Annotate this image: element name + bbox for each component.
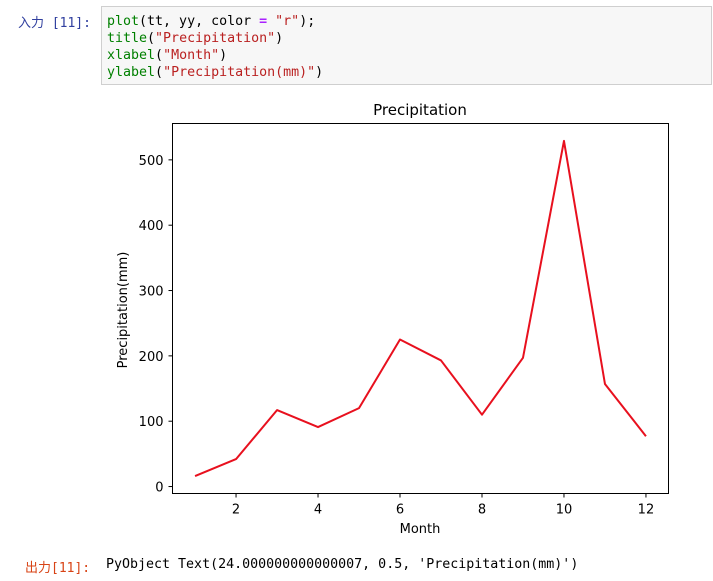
- output-area: Precipitation 2 4 6 8 10 12 0 100 200 300 400 500 …: [0, 95, 713, 537]
- chart-title: Precipitation: [373, 101, 467, 119]
- y-tick-label: 400: [139, 219, 164, 234]
- series-group: [194, 139, 647, 478]
- x-tick-label: 10: [556, 503, 573, 518]
- output-prompt: 出力[11]:: [25, 561, 91, 576]
- x-axis-label: Month: [400, 522, 441, 535]
- x-tick-label: 4: [314, 503, 322, 518]
- y-tick-label: 0: [155, 481, 163, 496]
- output-text: PyObject Text(24.000000000000007, 0.5, '…: [106, 557, 579, 572]
- x-tick-label: 12: [638, 503, 655, 518]
- y-tick-label: 300: [139, 285, 164, 300]
- x-tick-label: 6: [396, 503, 404, 518]
- code-cell-input[interactable]: plot(tt, yy, color = "r"); title("Precipi…: [101, 6, 712, 85]
- y-tick-label: 200: [139, 350, 164, 365]
- x-tick-label: 2: [232, 503, 240, 518]
- code-line: title("Precipitation"): [107, 31, 284, 46]
- code-line: ylabel("Precipitation(mm)"): [107, 65, 324, 80]
- y-axis-ticks: 0 100 200 300 400 500: [139, 154, 173, 496]
- y-axis-label: Precipitation(mm): [116, 252, 131, 369]
- precipitation-chart: Precipitation 2 4 6 8 10 12 0100200300400500 …: [116, 101, 669, 537]
- plot-area-frame: [172, 123, 669, 494]
- y-tick-label: 500: [139, 154, 164, 169]
- code-line: plot(tt, yy, color = "r");: [107, 14, 316, 29]
- x-axis-ticks: 2 4 6 8 10 12: [232, 493, 655, 518]
- input-prompt: 入力 [11]:: [18, 16, 91, 31]
- series-line: [194, 139, 647, 478]
- code-line: xlabel("Month"): [107, 48, 228, 63]
- x-tick-label: 8: [478, 503, 486, 518]
- code-editor[interactable]: plot(tt, yy, color = "r"); title("Precipi…: [107, 13, 323, 81]
- y-tick-label: 100: [139, 415, 164, 430]
